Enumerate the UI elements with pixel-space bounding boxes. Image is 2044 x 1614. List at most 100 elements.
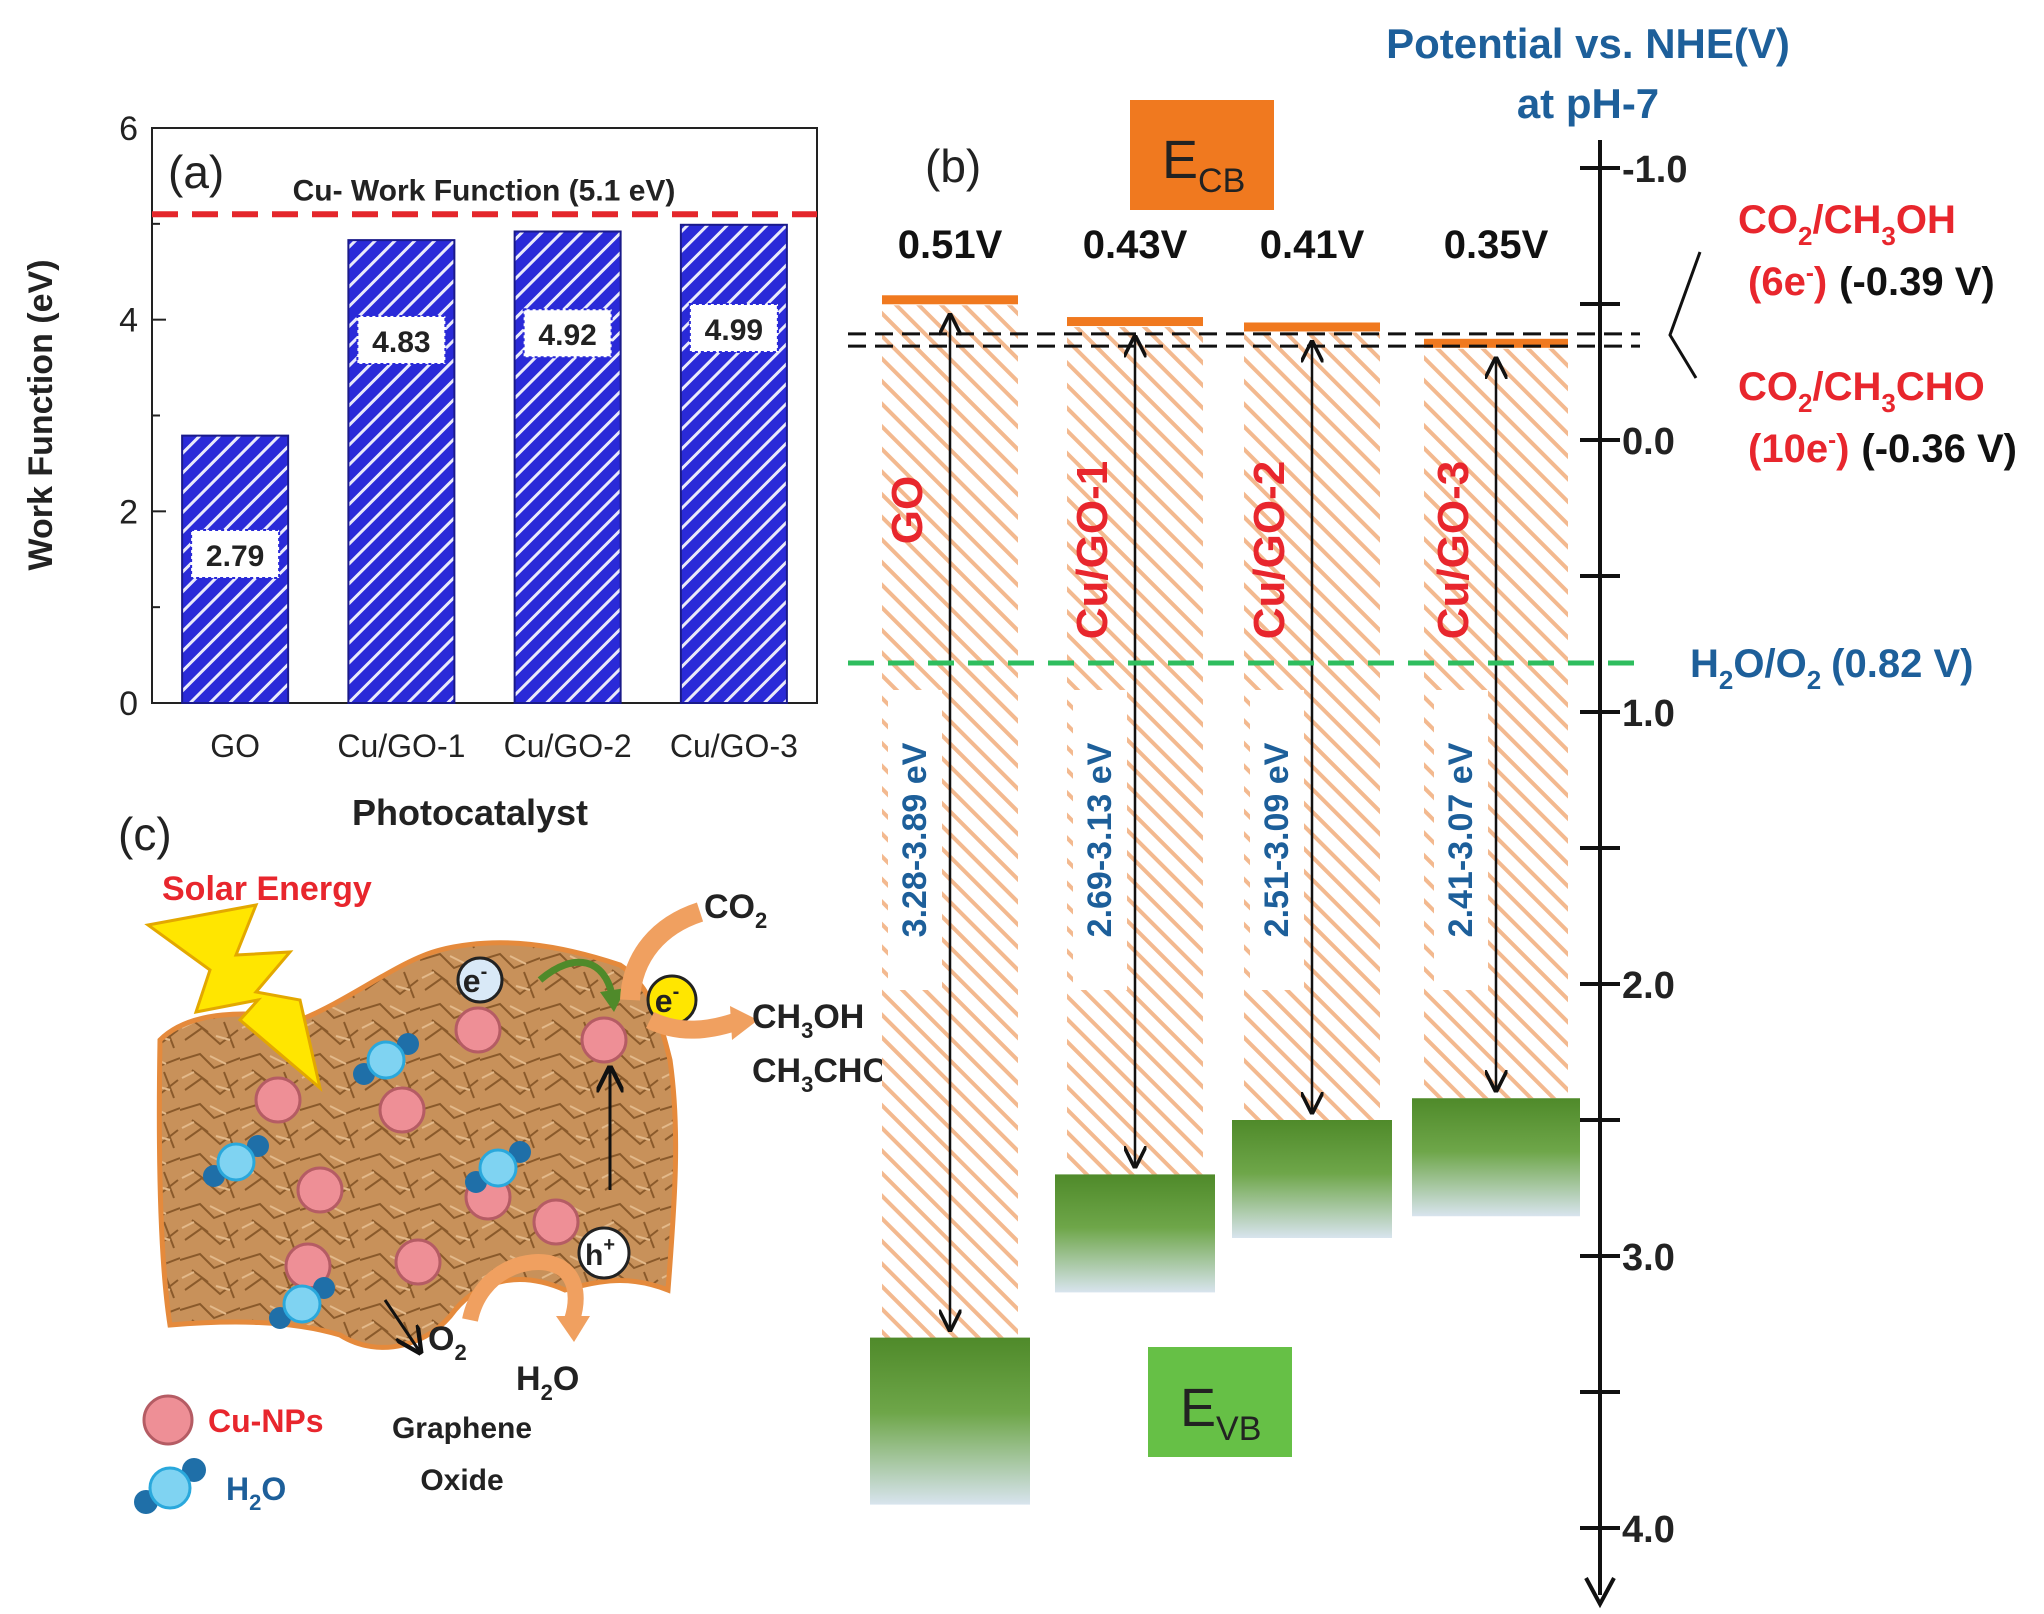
h2o-product-label: H2O (516, 1360, 579, 1405)
y-tick-label: 2 (119, 493, 138, 531)
tick-label: 3.0 (1622, 1237, 1675, 1279)
bar-value-label: 4.83 (372, 326, 430, 359)
electron-label-2: e- (655, 981, 679, 1019)
band-gap-label: 2.51-3.09 eV (1258, 742, 1296, 937)
hole-label: h+ (585, 1234, 615, 1272)
products-outflow-arrow (645, 1011, 738, 1039)
cb-value-label: 0.51V (898, 223, 1003, 267)
x-tick-label: Cu/GO-3 (670, 728, 798, 764)
valence-band-block (1412, 1098, 1580, 1217)
cu-work-function-label: Cu- Work Function (5.1 eV) (293, 174, 676, 207)
y-axis-title: Work Function (eV) (22, 259, 60, 570)
band-gap-label: 2.41-3.07 eV (1442, 742, 1480, 937)
bar-value-label: 2.79 (206, 540, 264, 573)
cu-np-icon (532, 1198, 580, 1246)
solar-energy-label: Solar Energy (162, 870, 372, 908)
conduction-band-edge (1244, 322, 1380, 332)
graphene-label-2: Oxide (420, 1464, 503, 1497)
oxygen-atom (478, 1148, 518, 1188)
electron-badge-1 (456, 956, 504, 1004)
x-tick-label: Cu/GO-1 (337, 728, 465, 764)
bar-value-box (356, 314, 447, 365)
bar-value-box (190, 528, 281, 579)
cb-value-label: 0.35V (1444, 223, 1549, 267)
water-molecule-icon (465, 1141, 531, 1193)
potential-axis-arrowhead (1584, 1577, 1616, 1609)
band-gap-label: 3.28-3.89 eV (896, 742, 934, 937)
water-oxidation-label: H2O/O2 (0.82 V) (1690, 642, 1973, 695)
electron-transfer-arrow (537, 958, 616, 996)
redox-electron-label: (10e-) (-0.36 V) (1748, 427, 2017, 471)
cu-np-icon (378, 1086, 426, 1134)
panel-label-c: (c) (118, 808, 172, 860)
cu-np-icon (394, 1238, 442, 1286)
tick-label: 0.0 (1622, 421, 1675, 463)
panel-label-b: (b) (925, 140, 981, 192)
graphene-pointer (383, 1299, 420, 1352)
hydrogen-atom (397, 1033, 419, 1055)
water-molecule-icon (353, 1033, 419, 1085)
axis-title-line-1: Potential vs. NHE(V) (1386, 20, 1790, 67)
o2-label: O2 (428, 1320, 467, 1365)
gap-label-background (1073, 690, 1127, 990)
cu-np-icon (454, 1006, 502, 1054)
band-column-4: 0.35V Cu/GO-3 2.41-3.07 eV (1412, 223, 1580, 1217)
products-arrowhead (730, 1006, 758, 1040)
cu-np-icon (580, 1016, 628, 1064)
band-column-3: 0.41V Cu/GO-2 2.51-3.09 eV (1232, 223, 1392, 1238)
band-column-2: 0.43V Cu/GO-1 2.69-3.13 eV (1055, 223, 1215, 1293)
cb-value-label: 0.41V (1260, 223, 1365, 267)
cu-np-icon (254, 1076, 302, 1124)
evb-label-box (1148, 1347, 1292, 1457)
bar-value-box (522, 308, 613, 359)
ecb-label: ECB (1162, 130, 1245, 200)
bar-value-label: 4.92 (538, 319, 596, 352)
lightning-bolt-icon (144, 903, 323, 1093)
y-tick-label: 0 (119, 685, 138, 723)
water-molecule-icon (203, 1135, 269, 1187)
hole-badge (577, 1226, 631, 1280)
oxygen-atom (366, 1040, 406, 1080)
tick-label: 4.0 (1622, 1509, 1675, 1551)
y-tick-label: 4 (119, 302, 138, 340)
hydrogen-atom (313, 1277, 335, 1299)
bar-value-label: 4.99 (705, 314, 763, 347)
acetaldehyde-label: CH3CHO (752, 1052, 889, 1097)
legend-cu-np-icon (142, 1394, 194, 1446)
redox-label-leader (1668, 251, 1702, 379)
gap-label-background (888, 690, 942, 990)
cu-np-icon (296, 1166, 344, 1214)
sample-name-label: GO (883, 476, 932, 544)
bar (513, 230, 622, 704)
photocatalysis-schematic: (c) Solar Energy e- e- h+ CO2 CH3OH CH3C… (118, 808, 889, 1515)
water-molecules (203, 1033, 531, 1329)
conduction-band-edge (1424, 338, 1568, 348)
panel-label-a: (a) (168, 146, 224, 198)
sample-name-label: Cu/GO-3 (1429, 461, 1478, 639)
evb-label: EVB (1180, 1378, 1261, 1448)
x-tick-label: Cu/GO-2 (504, 728, 632, 764)
electron-label-1: e- (463, 961, 487, 999)
legend-water-icon (134, 1458, 206, 1514)
bar-value-box (688, 302, 779, 353)
methanol-label: CH3OH (752, 998, 864, 1043)
co2-inflow-arrow (620, 902, 704, 1001)
cb-value-label: 0.43V (1083, 223, 1188, 267)
conduction-band-edge (882, 295, 1018, 305)
oxygen-atom (282, 1284, 322, 1324)
bar (679, 223, 788, 705)
water-oxidation-arrowhead (556, 1316, 590, 1342)
legend-cu-np-label: Cu-NPs (208, 1403, 324, 1439)
hydrogen-atom (509, 1141, 531, 1163)
valence-band-block (870, 1337, 1030, 1505)
redox-electron-label: (6e-) (-0.39 V) (1748, 260, 1995, 304)
band-gap-label: 2.69-3.13 eV (1081, 742, 1119, 937)
valence-band-block (1055, 1174, 1215, 1293)
axis-title-line-2: at pH-7 (1517, 80, 1659, 127)
x-axis-title: Photocatalyst (352, 792, 588, 833)
co2-label: CO2 (704, 888, 767, 933)
sample-name-label: Cu/GO-2 (1245, 461, 1294, 639)
y-tick-label: 6 (119, 110, 138, 148)
hydrogen-atom (247, 1135, 269, 1157)
